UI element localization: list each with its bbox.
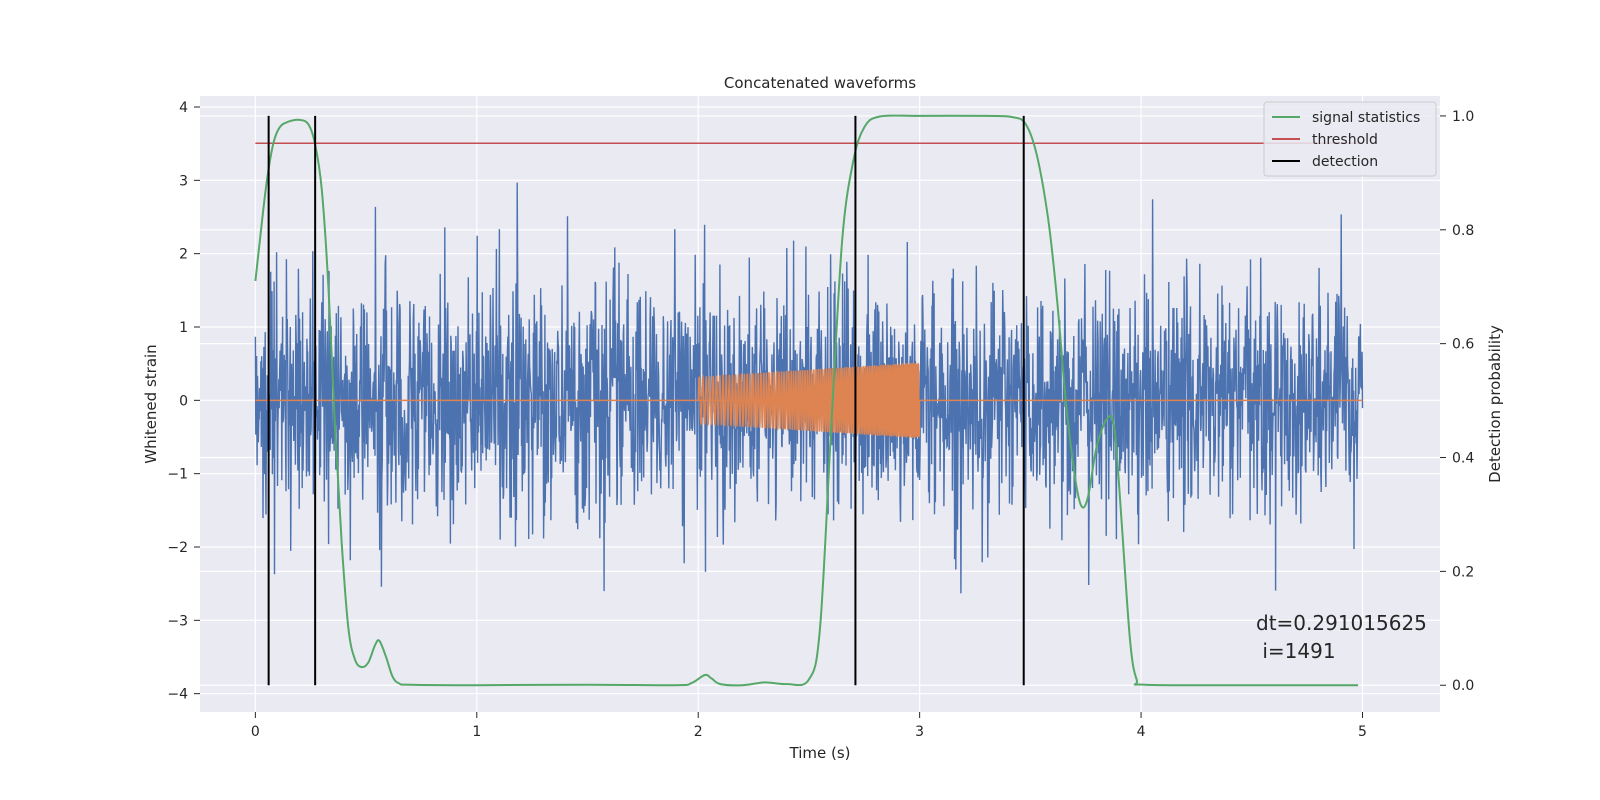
- y-tick-label-0: −4: [167, 687, 188, 703]
- y-tick-label-5: 1: [179, 320, 188, 336]
- x-tick-label-1: 1: [472, 724, 481, 740]
- y2-tick-label-2: 0.4: [1452, 451, 1474, 467]
- y2-tick-label-3: 0.6: [1452, 337, 1474, 353]
- y2-tick-label-0: 0.0: [1452, 678, 1474, 694]
- y-tick-label-8: 4: [179, 100, 188, 116]
- y2-tick-label-1: 0.2: [1452, 564, 1474, 580]
- detection-lines: [267, 115, 1025, 686]
- y-tick-label-4: 0: [179, 393, 188, 409]
- x-tick-label-2: 2: [694, 724, 703, 740]
- y-tick-label-7: 3: [179, 173, 188, 189]
- y-axis-label: Whitened strain: [142, 344, 160, 463]
- signal-statistics-line: [254, 114, 1359, 687]
- x-tick-label-0: 0: [251, 724, 260, 740]
- x-tick-label-4: 4: [1137, 724, 1146, 740]
- signal-statistics-trace: [254, 114, 1359, 687]
- y-tick-label-2: −2: [167, 540, 188, 556]
- chirp-trace: [697, 362, 921, 438]
- chirp-waveform: [255, 362, 1363, 438]
- y2-tick-label-5: 1.0: [1452, 109, 1474, 125]
- legend-label-threshold: threshold: [1312, 132, 1378, 148]
- y2-tick-label-4: 0.8: [1452, 223, 1474, 239]
- legend-label-signal-statistics: signal statistics: [1312, 110, 1420, 126]
- x-tick-label-3: 3: [915, 724, 924, 740]
- x-tick-label-5: 5: [1358, 724, 1367, 740]
- y-axis-ticks: −4 −3 −2 −1 0 1 2 3 4: [167, 100, 200, 703]
- x-axis-label: Time (s): [789, 744, 851, 762]
- y2-axis-ticks: 0.0 0.2 0.4 0.6 0.8 1.0: [1440, 109, 1474, 694]
- annotation-dt: dt=0.291015625: [1256, 611, 1427, 635]
- y-tick-label-1: −3: [167, 613, 188, 629]
- annotation-index: i=1491: [1256, 639, 1336, 663]
- y2-axis-label: Detection probability: [1486, 325, 1504, 483]
- y-tick-label-3: −1: [167, 467, 188, 483]
- y-tick-label-6: 2: [179, 247, 188, 263]
- x-axis-ticks: 0 1 2 3 4 5: [251, 712, 1367, 740]
- legend-label-detection: detection: [1312, 154, 1378, 170]
- legend: signal statistics threshold detection: [1263, 101, 1437, 177]
- legend-box: [1263, 101, 1437, 177]
- chart-title: Concatenated waveforms: [724, 74, 916, 92]
